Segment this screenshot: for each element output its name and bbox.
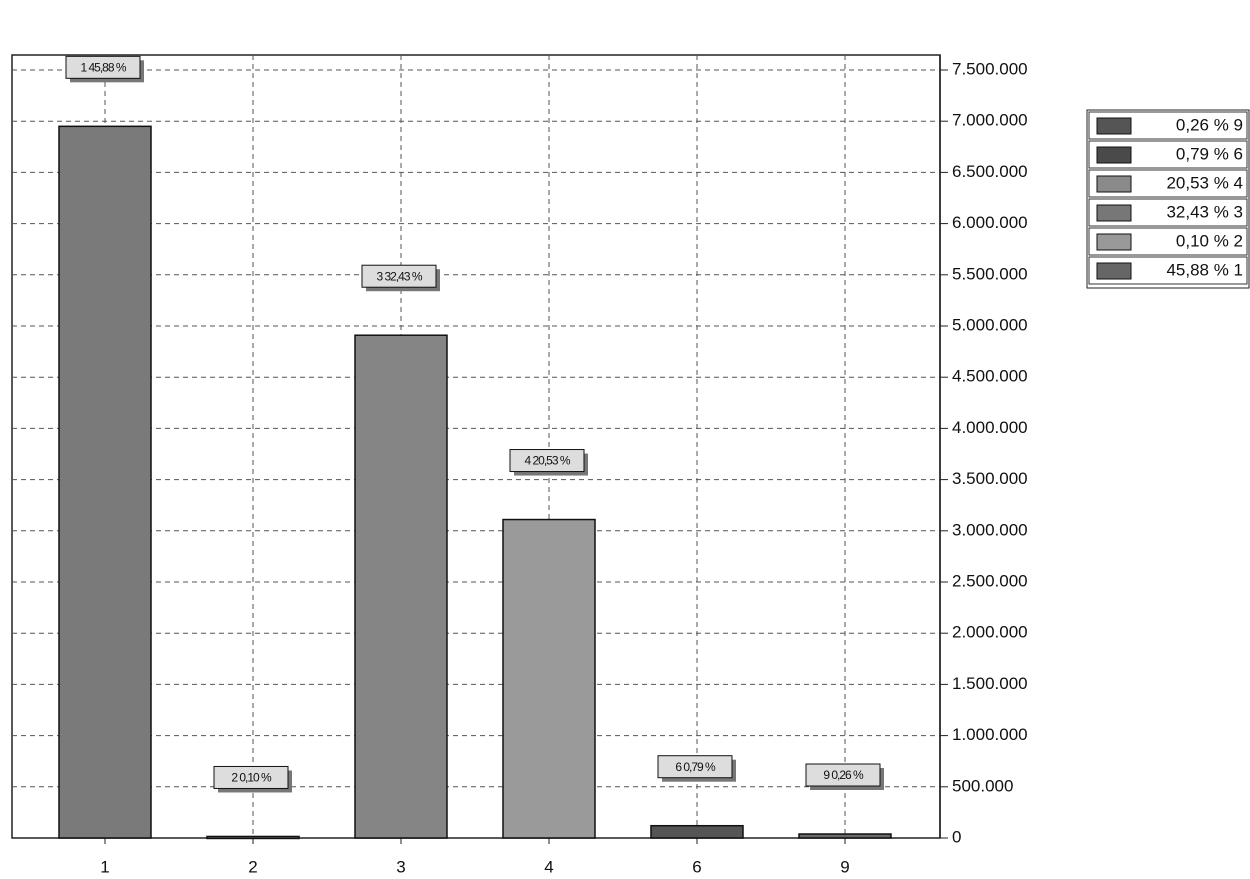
bar	[58, 125, 152, 839]
y-tick-label: 2.000.000	[952, 623, 1028, 642]
x-tick-label: 9	[840, 857, 849, 876]
legend-label: 45,88 % 1	[1166, 260, 1243, 279]
x-tick-label: 6	[692, 857, 701, 876]
legend-row	[1088, 111, 1248, 140]
bar-label-box	[361, 264, 437, 288]
legend-swatch	[1096, 262, 1132, 280]
legend-row	[1088, 256, 1248, 285]
legend-swatch	[1096, 204, 1132, 222]
y-tick-label: 0	[952, 827, 961, 846]
bar-label: 6 0,79 %	[675, 760, 716, 774]
bar	[502, 518, 596, 839]
legend-swatch	[1096, 233, 1132, 251]
bar-label-box	[509, 449, 585, 473]
y-tick-label: 500.000	[952, 776, 1013, 795]
y-tick-label: 4.500.000	[952, 367, 1028, 386]
bar	[206, 835, 300, 840]
legend-row	[1088, 227, 1248, 256]
bar-label-box	[213, 765, 289, 789]
y-tick-label: 4.000.000	[952, 418, 1028, 437]
legend-row	[1088, 140, 1248, 169]
legend-row	[1088, 169, 1248, 198]
y-tick-label: 1.500.000	[952, 674, 1028, 693]
bar-label: 9 0,26 %	[823, 768, 864, 782]
x-tick-label: 1	[100, 857, 109, 876]
bar-label: 3 32,43 %	[376, 269, 422, 283]
bar-label: 2 0,10 %	[231, 771, 272, 785]
legend-row	[1088, 198, 1248, 227]
y-tick-label: 3.500.000	[952, 469, 1028, 488]
legend-label: 20,53 % 4	[1166, 173, 1243, 192]
legend-label: 32,43 % 3	[1166, 202, 1243, 221]
y-tick-label: 2.500.000	[952, 571, 1028, 590]
y-tick-label: 6.500.000	[952, 162, 1028, 181]
bar-label-box	[65, 55, 141, 79]
legend-label: 0,26 % 9	[1176, 115, 1243, 134]
bar-label-box	[805, 763, 881, 787]
y-tick-label: 1.000.000	[952, 725, 1028, 744]
y-tick-label: 5.000.000	[952, 315, 1028, 334]
y-tick-label: 7.500.000	[952, 59, 1028, 78]
y-tick-label: 5.500.000	[952, 264, 1028, 283]
legend-label: 0,79 % 6	[1176, 144, 1243, 163]
legend-swatch	[1096, 146, 1132, 164]
legend-swatch	[1096, 117, 1132, 135]
bar-label: 4 20,53 %	[524, 454, 570, 468]
bar	[798, 833, 892, 839]
x-tick-label: 4	[544, 857, 553, 876]
bar-label: 1 45,88 %	[80, 60, 126, 74]
y-tick-label: 3.000.000	[952, 520, 1028, 539]
y-tick-label: 6.000.000	[952, 213, 1028, 232]
bar	[354, 334, 448, 839]
legend-swatch	[1096, 175, 1132, 193]
legend-label: 0,10 % 2	[1176, 231, 1243, 250]
x-tick-label: 2	[248, 857, 257, 876]
bar	[650, 824, 744, 839]
y-tick-label: 7.000.000	[952, 111, 1028, 130]
x-tick-label: 3	[396, 857, 405, 876]
bar-label-box	[657, 755, 733, 779]
